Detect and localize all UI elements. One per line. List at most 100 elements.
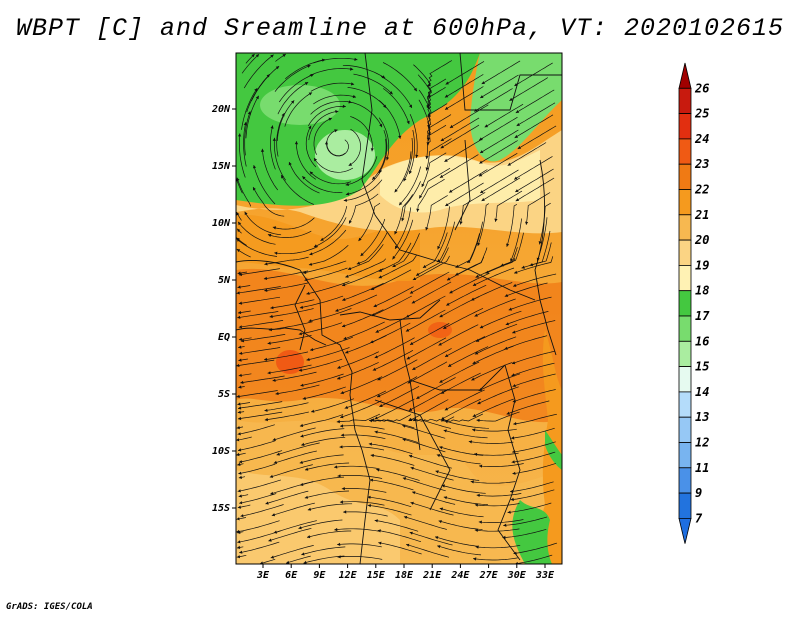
- streamline-arrow: [516, 123, 520, 126]
- streamline: [418, 89, 432, 129]
- streamline: [243, 122, 247, 167]
- streamline: [353, 73, 393, 95]
- streamline: [343, 321, 385, 340]
- streamline-arrow: [310, 74, 314, 77]
- streamline-arrow: [343, 336, 347, 340]
- lon-tick-label: 30E: [507, 570, 527, 581]
- streamline: [308, 308, 352, 322]
- streamline-arrow: [270, 125, 274, 129]
- streamline: [466, 221, 483, 263]
- streamline-arrow: [304, 82, 309, 86]
- streamline-arrow: [440, 145, 444, 149]
- streamline-arrow: [270, 491, 274, 495]
- streamline-arrow: [472, 283, 477, 286]
- streamline: [341, 268, 384, 287]
- streamline-arrow: [308, 125, 312, 130]
- colorbar-swatch: [678, 138, 692, 165]
- streamline: [478, 152, 518, 177]
- streamline: [271, 502, 315, 516]
- colorbar-label: 25: [694, 107, 709, 121]
- streamline-arrow: [439, 314, 443, 318]
- streamline: [285, 555, 311, 564]
- colorbar: 26 25 24 23 22 21 20 19 18 17 16 15 14 13 12 11 9 7: [678, 62, 710, 544]
- streamline-arrow: [368, 442, 372, 446]
- streamline: [276, 112, 285, 157]
- streamline-arrow: [281, 175, 285, 179]
- streamline-arrow: [410, 466, 414, 470]
- streamline: [347, 87, 387, 109]
- streamline-arrow: [512, 361, 516, 365]
- streamline-arrow: [302, 396, 306, 400]
- streamline-arrow: [334, 465, 338, 469]
- streamline: [392, 219, 414, 260]
- streamline: [339, 425, 385, 430]
- streamline-arrow: [299, 460, 303, 464]
- streamline: [277, 100, 295, 141]
- streamline: [239, 541, 280, 554]
- wbpt-region-south-west: [236, 470, 400, 564]
- streamline-arrow: [313, 244, 318, 248]
- streamline-arrow: [514, 561, 518, 564]
- streamline-arrow: [449, 290, 453, 294]
- streamline-arrow: [265, 501, 269, 505]
- streamline: [476, 493, 522, 497]
- streamline: [276, 442, 320, 456]
- streamline: [263, 351, 309, 361]
- streamline: [380, 75, 413, 109]
- streamline-arrow: [435, 470, 439, 474]
- streamline: [370, 419, 415, 429]
- streamline-arrow: [470, 480, 474, 484]
- streamline-arrow: [309, 171, 314, 175]
- streamline-arrow: [349, 220, 352, 224]
- streamline: [511, 451, 556, 463]
- streamline-arrow: [237, 271, 241, 275]
- streamline-arrow: [514, 176, 518, 180]
- streamline-arrow: [345, 350, 349, 354]
- streamline-arrow: [343, 198, 347, 202]
- streamline-arrow: [308, 262, 313, 266]
- streamline: [305, 125, 317, 168]
- colorbar-label: 11: [695, 461, 709, 475]
- streamline: [240, 504, 284, 517]
- streamline-arrow: [268, 538, 272, 542]
- wbpt-region-east-green: [545, 430, 562, 470]
- colorbar-label: 13: [695, 410, 709, 424]
- streamline: [252, 186, 285, 217]
- streamline-arrow: [412, 367, 416, 370]
- streamline-arrow: [314, 158, 318, 162]
- streamline: [374, 398, 415, 420]
- streamline-arrow: [347, 267, 352, 270]
- streamline: [309, 229, 347, 256]
- streamline: [521, 242, 552, 269]
- streamline: [474, 503, 520, 507]
- streamline-arrow: [513, 422, 517, 426]
- streamline: [307, 105, 346, 127]
- streamline-arrow: [335, 308, 339, 312]
- colorbar-swatch: [678, 467, 692, 494]
- streamline-arrow: [337, 376, 341, 380]
- streamline: [474, 528, 520, 532]
- streamline-arrow: [374, 519, 378, 523]
- streamline-arrow: [237, 545, 241, 549]
- colorbar-swatch: [678, 239, 692, 266]
- streamline-arrow: [306, 357, 310, 361]
- streamline-arrow: [337, 474, 341, 478]
- streamline-arrow: [342, 283, 346, 287]
- colorbar-label: 26: [694, 81, 709, 95]
- streamline-arrow: [416, 395, 420, 399]
- streamline: [473, 557, 518, 561]
- country-border: [236, 260, 301, 271]
- streamline-arrow: [238, 337, 243, 341]
- streamline: [241, 88, 258, 130]
- streamline: [409, 129, 415, 175]
- streamline: [509, 481, 554, 493]
- streamline: [406, 337, 447, 360]
- streamline-arrow: [444, 420, 449, 424]
- streamline-arrow: [409, 104, 412, 108]
- streamline-arrow: [238, 494, 242, 498]
- streamline: [426, 124, 447, 160]
- streamline: [436, 454, 481, 465]
- grads-credit: GrADS: IGES/COLA: [6, 602, 93, 612]
- streamline: [447, 346, 489, 368]
- streamline: [449, 104, 489, 129]
